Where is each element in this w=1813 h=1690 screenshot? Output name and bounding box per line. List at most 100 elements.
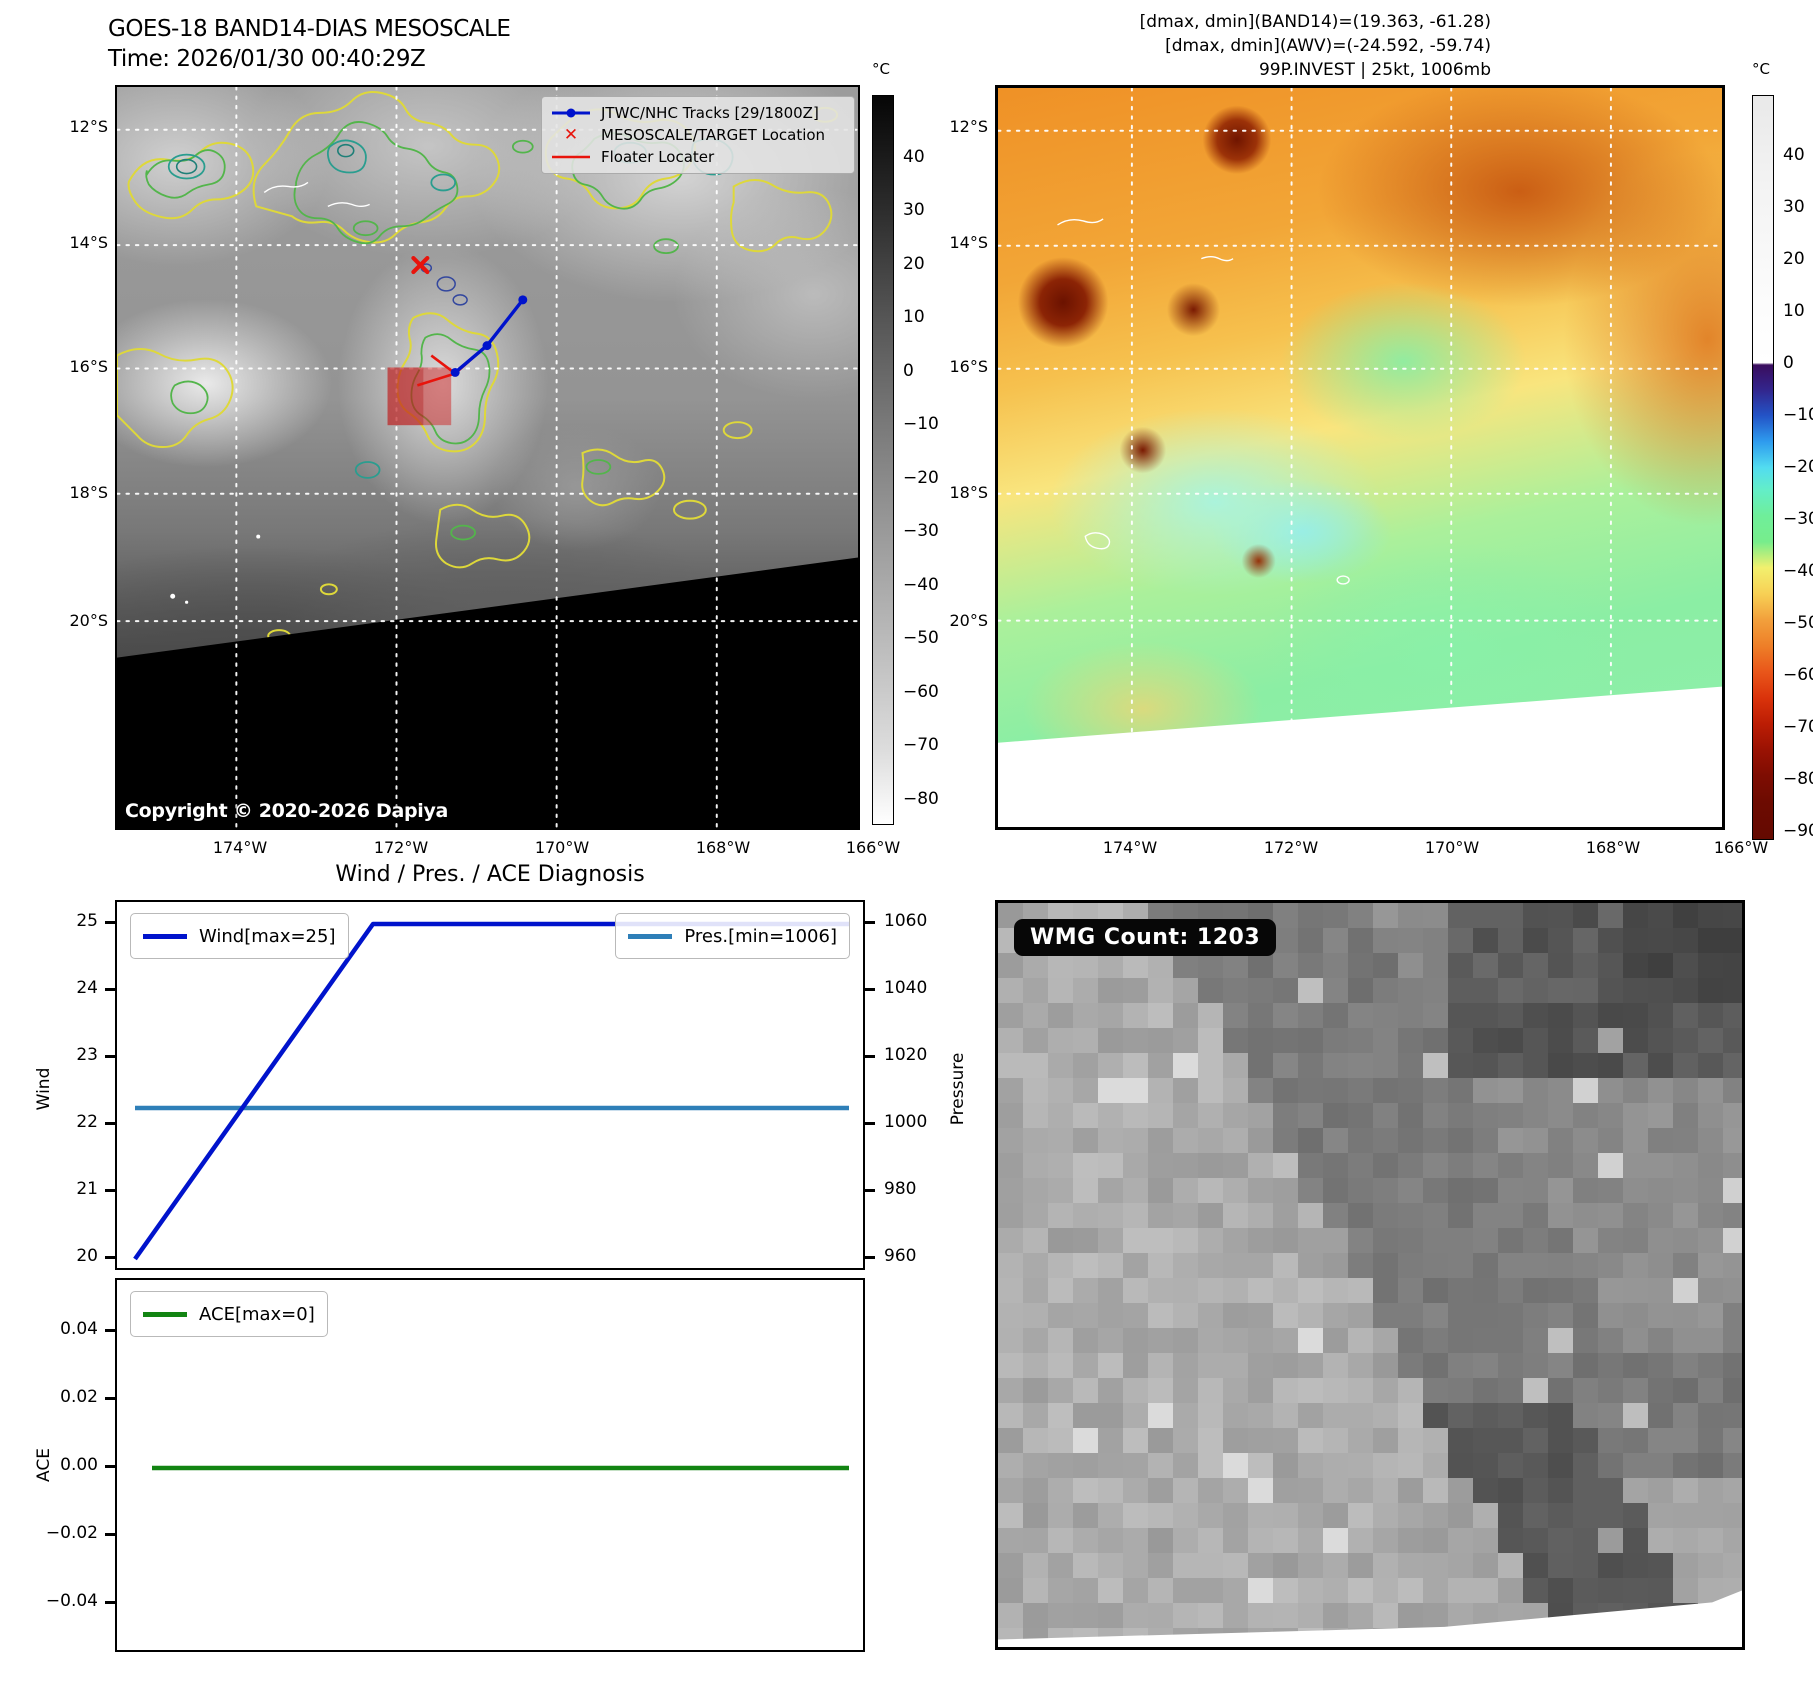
track-line-icon (550, 107, 592, 119)
awv-cb-tick: −70 (1783, 717, 1813, 737)
coastline (263, 181, 370, 208)
band14-map: JTWC/NHC Tracks [29/1800Z] ✕ MESOSCALE/T… (115, 85, 860, 830)
diagnosis-title: Wind / Pres. / ACE Diagnosis (335, 862, 645, 887)
legend-row-target: ✕ MESOSCALE/TARGET Location (550, 124, 844, 146)
band14-cb-tick: −80 (903, 789, 939, 809)
wmg-count-badge: WMG Count: 1203 (1014, 919, 1277, 956)
wind-line (133, 921, 849, 1261)
band14-time: Time: 2026/01/30 00:40:29Z (108, 46, 426, 72)
awv-lat-20s: 20°S (949, 611, 988, 630)
awv-lon-166w: 166°W (1713, 838, 1769, 857)
graticule (117, 87, 858, 828)
awv-lat-12s: 12°S (949, 117, 988, 136)
awv-cb-tick: 10 (1783, 301, 1805, 321)
target-x-icon: ✕ (563, 125, 579, 145)
wind-tick: 20 (76, 1246, 98, 1266)
wind-tick: 21 (76, 1179, 98, 1199)
awv-lon-172w: 172°W (1263, 838, 1319, 857)
ace-legend: ACE[max=0] (130, 1291, 328, 1337)
jtwc-track-points (450, 295, 528, 377)
wind-tick: 22 (76, 1112, 98, 1132)
ace-tick: 0.04 (60, 1319, 98, 1339)
band14-lon-166w: 166°W (845, 838, 901, 857)
band14-colorbar-unit: °C (872, 60, 890, 78)
ace-tick: −0.04 (45, 1591, 98, 1611)
band14-cb-tick: −40 (903, 575, 939, 595)
wind-tick: 25 (76, 911, 98, 931)
band14-lon-170w: 170°W (534, 838, 590, 857)
legend-row-tracks: JTWC/NHC Tracks [29/1800Z] (550, 102, 844, 124)
legend-target-label: MESOSCALE/TARGET Location (601, 126, 826, 144)
ace-legend-label: ACE[max=0] (199, 1303, 315, 1325)
pres-legend: Pres.[min=1006] (615, 913, 850, 959)
pres-legend-label: Pres.[min=1006] (684, 925, 837, 947)
target-x-marker (411, 255, 430, 275)
pres-tick: 1000 (884, 1112, 928, 1132)
awv-cb-tick: −40 (1783, 561, 1813, 581)
band14-cb-tick: 40 (903, 147, 925, 167)
wind-tick: 24 (76, 978, 98, 998)
awv-overlay (998, 88, 1722, 827)
awv-cb-tick: 0 (1783, 353, 1794, 373)
awv-lat-18s: 18°S (949, 483, 988, 502)
awv-info-line3: 99P.INVEST | 25kt, 1006mb (1258, 60, 1491, 80)
legend-row-floater: Floater Locater (550, 146, 844, 168)
legend-floater-label: Floater Locater (601, 148, 715, 166)
wind-pres-chart: Wind[max=25] Pres.[min=1006] (115, 900, 865, 1270)
awv-info-line1: [dmax, dmin](BAND14)=(19.363, -61.28) (1139, 12, 1491, 32)
awv-cb-tick: −50 (1783, 613, 1813, 633)
pres-tick: 1060 (884, 911, 928, 931)
legend-tracks-label: JTWC/NHC Tracks [29/1800Z] (601, 104, 819, 122)
awv-colorbar (1752, 95, 1774, 840)
band14-cb-tick: −30 (903, 521, 939, 541)
floater-line-icon (550, 151, 592, 163)
band14-cb-tick: 20 (903, 254, 925, 274)
pres-tick: 1040 (884, 978, 928, 998)
band14-lat-16s: 16°S (69, 357, 108, 376)
band14-lon-168w: 168°W (695, 838, 751, 857)
pres-tick: 960 (884, 1246, 917, 1266)
ace-axis-label: ACE (34, 1448, 54, 1482)
awv-cb-tick: 20 (1783, 249, 1805, 269)
awv-cb-tick: 30 (1783, 197, 1805, 217)
awv-cb-tick: −60 (1783, 665, 1813, 685)
awv-cb-tick: −10 (1783, 405, 1813, 425)
band14-cb-tick: 10 (903, 307, 925, 327)
band14-lat-12s: 12°S (69, 117, 108, 136)
wind-axis-label: Wind (34, 1067, 54, 1111)
band14-cb-tick: 30 (903, 200, 925, 220)
band14-lon-172w: 172°W (373, 838, 429, 857)
wmg-mosaic-image (998, 903, 1742, 1647)
pres-tick: 1020 (884, 1045, 928, 1065)
awv-cb-tick: −20 (1783, 457, 1813, 477)
band14-colorbar (872, 95, 894, 825)
awv-cb-tick: 40 (1783, 145, 1805, 165)
awv-lon-170w: 170°W (1424, 838, 1480, 857)
ace-tick: 0.02 (60, 1387, 98, 1407)
pressure-axis-label: Pressure (948, 1052, 968, 1126)
band14-lat-20s: 20°S (69, 611, 108, 630)
awv-cb-tick: −90 (1783, 821, 1813, 841)
ace-tick: 0.00 (60, 1455, 98, 1475)
wind-tick: 23 (76, 1045, 98, 1065)
pres-tick: 980 (884, 1179, 917, 1199)
awv-map (995, 85, 1725, 830)
ace-chart: ACE[max=0] (115, 1278, 865, 1652)
band14-lat-14s: 14°S (69, 233, 108, 252)
awv-cb-tick: −30 (1783, 509, 1813, 529)
band14-lat-18s: 18°S (69, 483, 108, 502)
awv-lat-14s: 14°S (949, 233, 988, 252)
wind-legend-label: Wind[max=25] (199, 925, 336, 947)
graticule (998, 88, 1722, 827)
ace-line-icon (143, 1311, 187, 1317)
wind-legend: Wind[max=25] (130, 913, 349, 959)
band14-title: GOES-18 BAND14-DIAS MESOSCALE (108, 16, 511, 42)
ace-tick: −0.02 (45, 1523, 98, 1543)
band14-cb-tick: 0 (903, 361, 914, 381)
band14-lon-174w: 174°W (212, 838, 268, 857)
copyright-text: Copyright © 2020-2026 Dapiya (125, 800, 449, 822)
awv-lat-16s: 16°S (949, 357, 988, 376)
jtwc-track-line (454, 298, 525, 374)
band14-map-legend: JTWC/NHC Tracks [29/1800Z] ✕ MESOSCALE/T… (541, 96, 855, 174)
